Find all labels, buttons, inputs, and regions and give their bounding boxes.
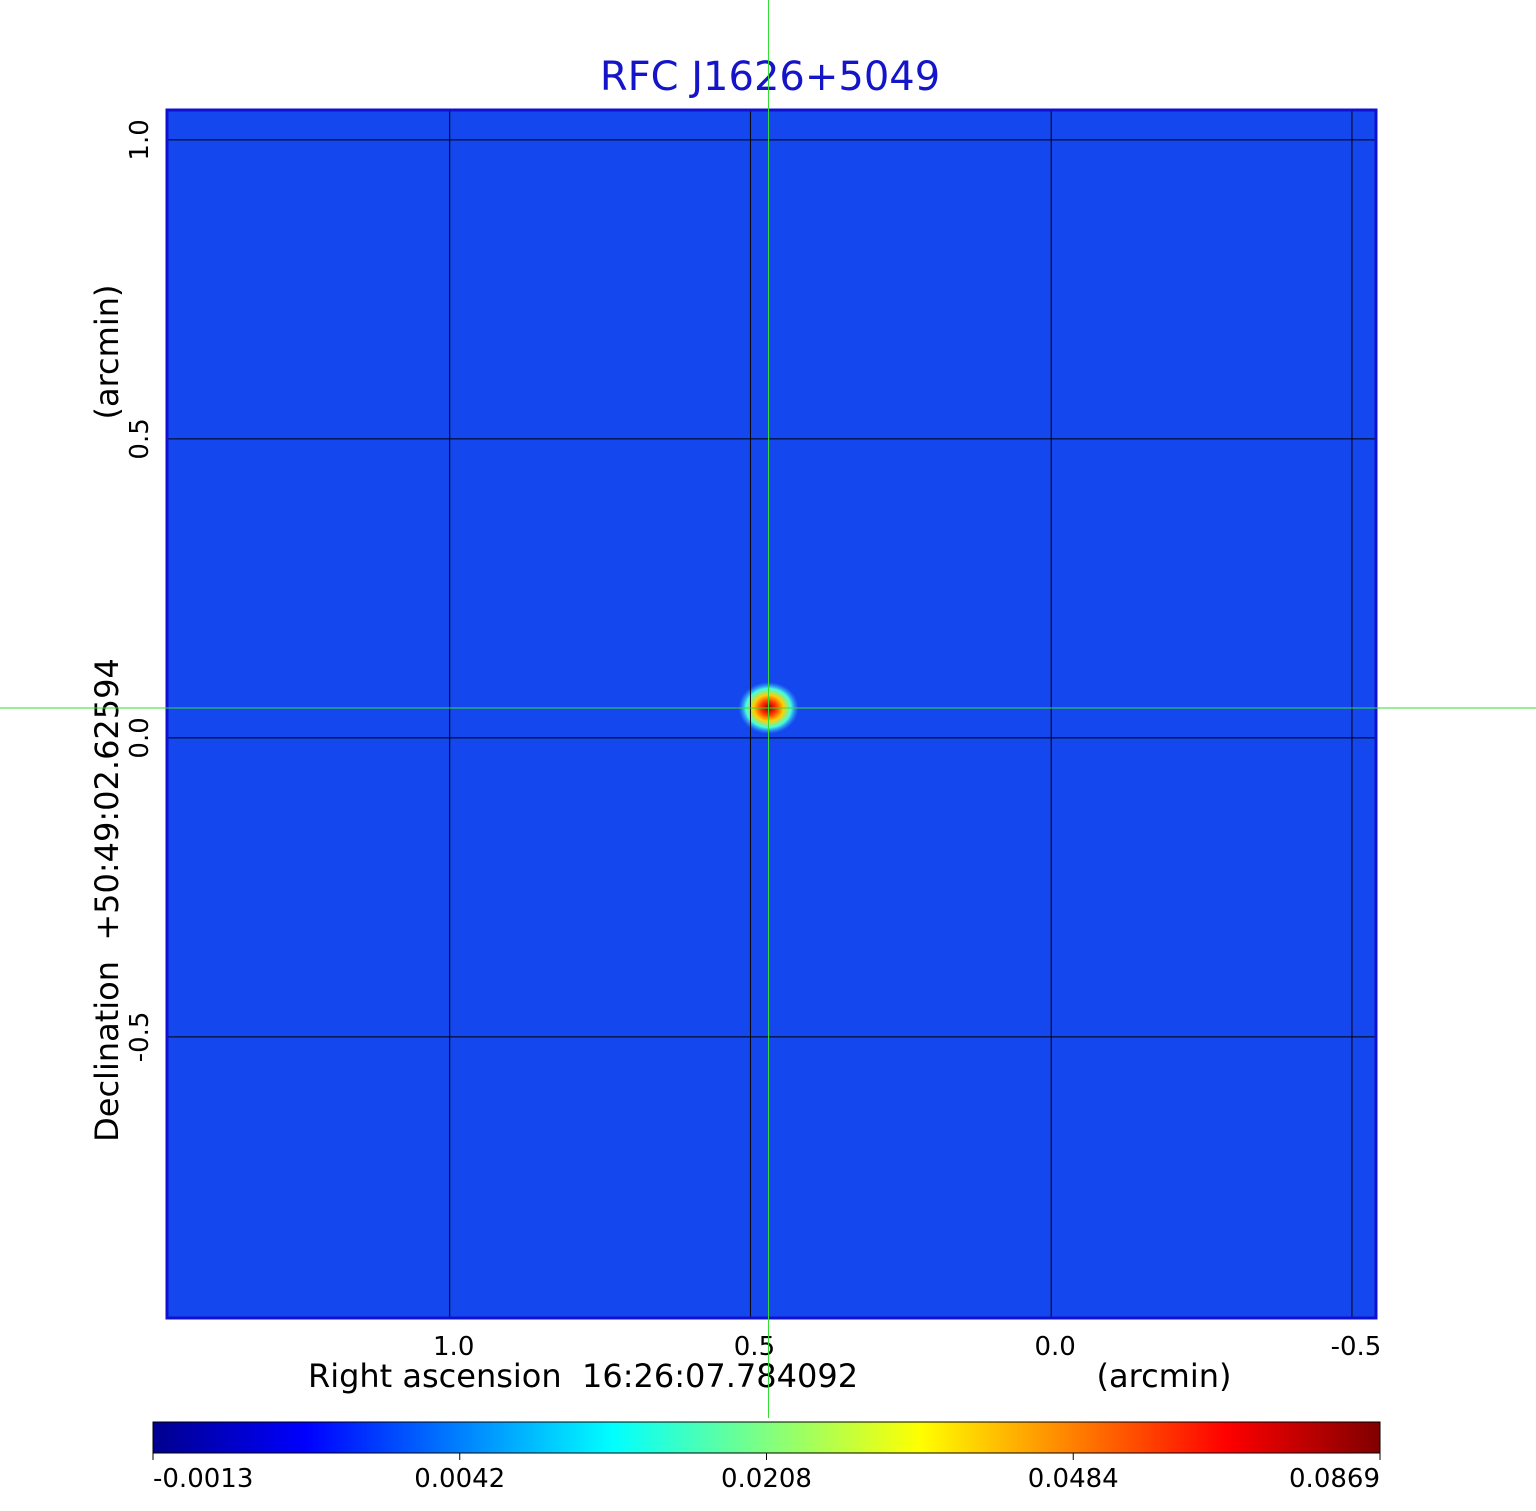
y-tick-label: -0.5	[125, 1012, 155, 1063]
y-axis-unit: (arcmin)	[88, 285, 126, 420]
y-axis-label: Declination +50:49:02.62594	[88, 658, 126, 1142]
y-tick-label: 0.5	[125, 418, 155, 459]
x-axis-label: Right ascension 16:26:07.784092	[308, 1357, 858, 1395]
colorbar-tick-label: 0.0042	[414, 1464, 505, 1494]
y-tick-label: 1.0	[125, 119, 155, 160]
colorbar-tick-label: 0.0869	[1289, 1464, 1380, 1494]
colorbar-tick-label: -0.0013	[153, 1464, 253, 1494]
colorbar-tick-label: 0.0484	[1028, 1464, 1119, 1494]
x-tick-label: 1.0	[433, 1332, 474, 1362]
x-axis-unit: (arcmin)	[1097, 1357, 1232, 1395]
colorbar	[152, 1421, 1381, 1454]
x-tick-label: 0.0	[1035, 1332, 1076, 1362]
x-tick-label: -0.5	[1331, 1332, 1382, 1362]
plot-frame	[165, 108, 1378, 1320]
colorbar-tick-label: 0.0208	[721, 1464, 812, 1494]
chart-title: RFC J1626+5049	[600, 54, 940, 100]
y-tick-label: 0.0	[125, 717, 155, 758]
